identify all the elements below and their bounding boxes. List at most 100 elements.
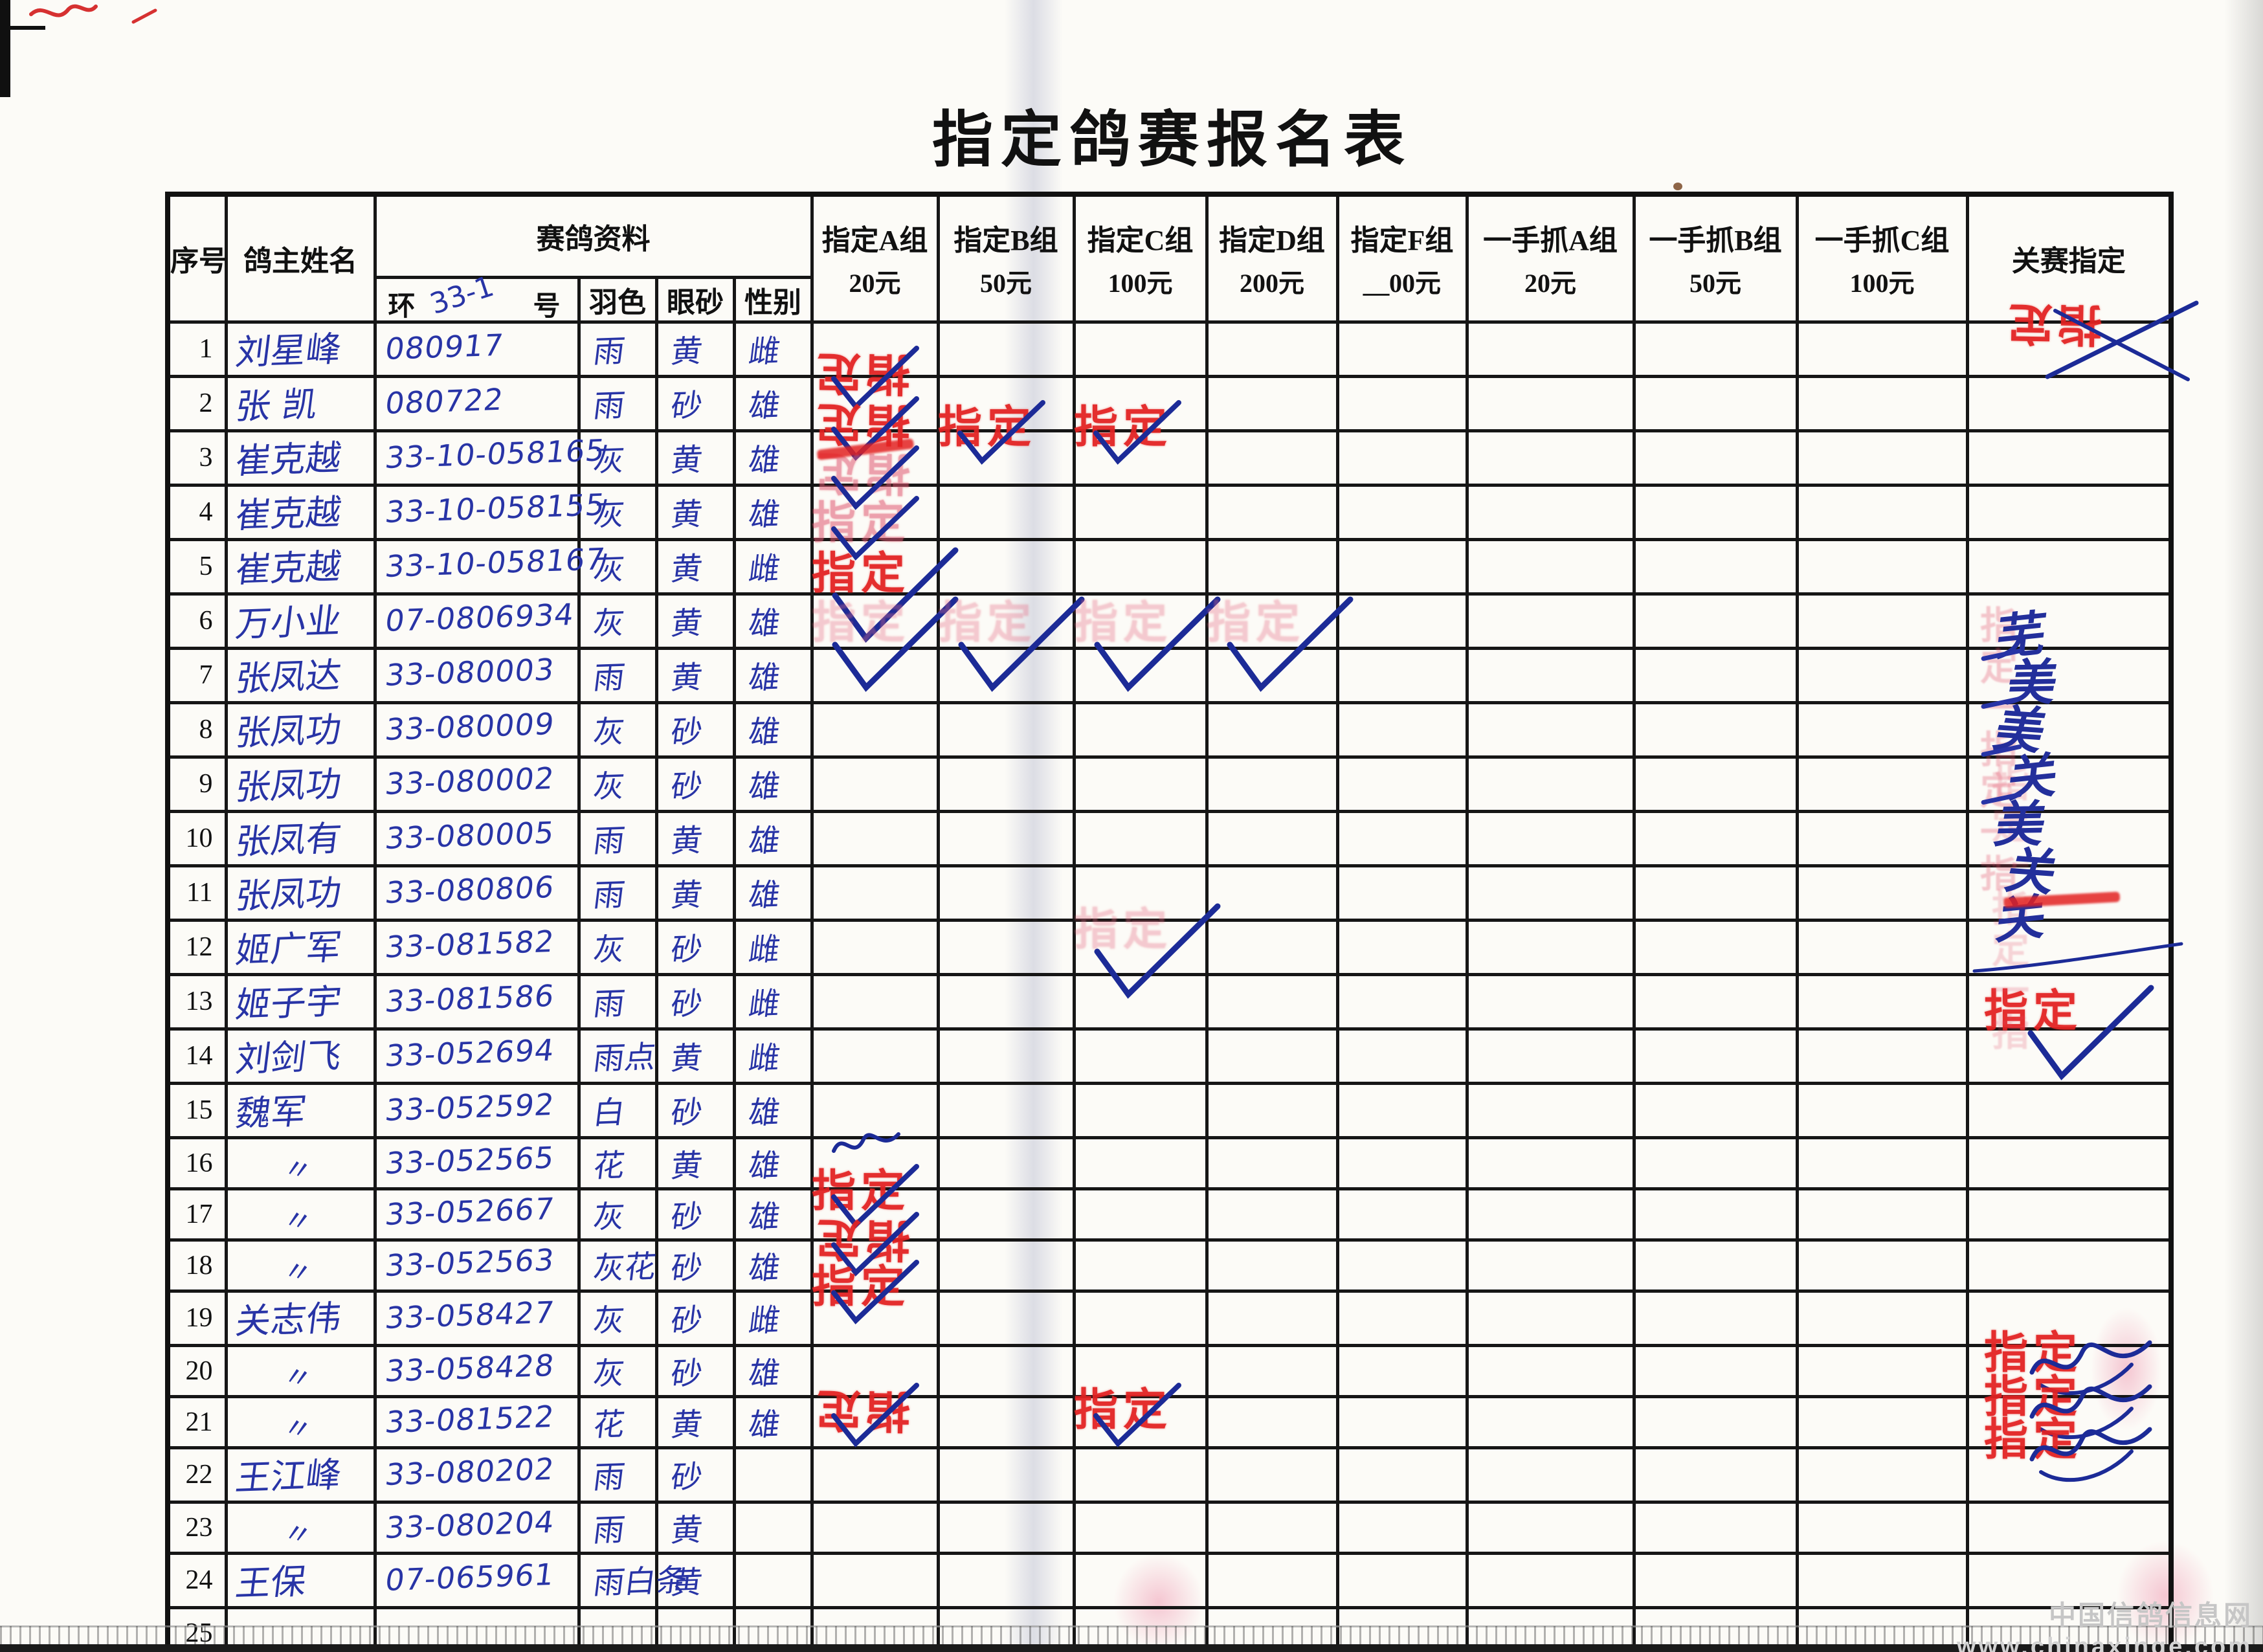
feather-cell: 灰	[577, 483, 658, 541]
sex-cell: 雄	[732, 646, 814, 704]
empty-cell	[810, 1500, 940, 1555]
empty-cell	[936, 429, 1076, 487]
ring-number-cell: 33-10-058155	[373, 483, 607, 541]
handwritten-entry: 黄	[668, 605, 704, 643]
eye-cell: 黄	[654, 429, 736, 487]
empty-cell	[1335, 755, 1469, 813]
table-row: 23 〃 33-080204 雨 黄	[166, 1500, 2173, 1555]
table-row: 17 〃 33-052667 灰 砂 雄	[166, 1187, 2173, 1242]
handwritten-entry: 雨	[590, 876, 627, 915]
handwritten-entry: 雄	[746, 822, 782, 860]
empty-cell	[1632, 809, 1799, 867]
empty-cell	[1072, 537, 1209, 596]
empty-cell	[936, 1446, 1076, 1504]
table-row: 14 刘剑飞 33-052694 雨点黄 雌	[166, 1027, 2173, 1085]
handwritten-entry: 黄	[668, 876, 704, 915]
table-row: 3 崔克越 33-10-058165 灰 黄 雄	[166, 429, 2173, 487]
empty-cell	[1205, 809, 1339, 867]
empty-cell	[1465, 1343, 1636, 1398]
handwritten-entry: 33-080009	[383, 706, 557, 747]
sex-cell: 雄	[732, 1081, 814, 1139]
empty-cell	[1632, 1289, 1799, 1347]
empty-cell	[1205, 1238, 1339, 1293]
col-header-feather: 羽色	[577, 275, 658, 324]
table-row: 16 〃 33-052565 花 黄 雄	[166, 1135, 2173, 1190]
watermark-site-name: 中国信鸽信息网	[2048, 1600, 2253, 1631]
handwritten-entry: 姬子宇	[232, 980, 344, 1025]
handwritten-entry: 灰	[590, 931, 627, 969]
empty-cell	[1335, 1500, 1469, 1555]
handwritten-entry: 雌	[746, 550, 782, 588]
col-header-pigeon-info: 赛鸽资料	[373, 192, 814, 279]
handwritten-entry: 〃	[279, 1201, 316, 1241]
empty-cell	[936, 320, 1076, 378]
empty-cell	[1965, 755, 2173, 813]
handwritten-entry: 黄	[668, 496, 704, 534]
ring-number-cell: 33-058428	[373, 1343, 581, 1398]
eye-cell: 砂	[654, 918, 736, 976]
handwritten-entry: 雨	[590, 1458, 627, 1497]
owner-name-cell: 万小业	[224, 592, 377, 650]
empty-cell	[1072, 646, 1209, 704]
eye-cell: 砂	[654, 755, 736, 813]
serial-cell: 20	[166, 1343, 228, 1398]
ring-number-cell: 33-080002	[373, 755, 581, 813]
empty-cell	[1965, 809, 2173, 867]
empty-cell	[1965, 1081, 2173, 1139]
empty-cell	[1632, 700, 1799, 759]
empty-cell	[1205, 972, 1339, 1031]
handwritten-entry: 33-080003	[383, 651, 557, 693]
empty-cell	[1335, 374, 1469, 432]
eye-cell: 黄	[654, 592, 736, 650]
handwritten-entry: 33-10-058155	[383, 487, 607, 530]
empty-cell	[936, 809, 1076, 867]
fee-price-label: 200元	[1240, 269, 1304, 298]
empty-cell	[1072, 1551, 1209, 1609]
empty-cell	[936, 1500, 1076, 1555]
empty-cell	[810, 646, 940, 704]
feather-cell: 灰	[577, 700, 658, 759]
eye-cell: 黄	[654, 864, 736, 922]
registration-table: 序号 鸽主姓名 赛鸽资料 指定A组 20元 指定B组 50元 指定C组 100元…	[165, 192, 2174, 1652]
ring-number-cell: 33-080005	[373, 809, 581, 867]
feather-cell: 雨	[577, 1500, 658, 1555]
handwritten-entry: 雌	[746, 931, 782, 969]
eye-cell: 黄	[654, 537, 736, 596]
empty-cell	[1335, 1027, 1469, 1085]
serial-cell: 21	[166, 1394, 228, 1449]
empty-cell	[810, 1446, 940, 1504]
handwritten-entry: 黄	[668, 333, 704, 371]
empty-cell	[1632, 1238, 1799, 1293]
handwritten-entry: 王江峰	[232, 1453, 344, 1499]
empty-cell	[1072, 429, 1209, 487]
empty-cell	[1205, 918, 1339, 976]
handwritten-entry: 33-10-058165	[383, 432, 607, 475]
empty-cell	[1335, 537, 1469, 596]
empty-cell	[1205, 592, 1339, 650]
empty-cell	[1072, 320, 1209, 378]
sex-cell: 雄	[732, 429, 814, 487]
feather-cell: 灰	[577, 1289, 658, 1347]
empty-cell	[1072, 972, 1209, 1031]
empty-cell	[1465, 483, 1636, 541]
empty-cell	[936, 1343, 1076, 1398]
table-row: 22 王江峰 33-080202 雨 砂	[166, 1446, 2173, 1504]
eye-cell: 砂	[654, 1187, 736, 1242]
serial-cell: 5	[166, 537, 228, 596]
scan-bottom-line	[0, 1625, 2263, 1627]
table-row: 8 张凤功 33-080009 灰 砂 雄	[166, 700, 2173, 759]
empty-cell	[1465, 429, 1636, 487]
empty-cell	[936, 483, 1076, 541]
table-row: 4 崔克越 33-10-058155 灰 黄 雄	[166, 483, 2173, 541]
empty-cell	[1465, 1187, 1636, 1242]
handwritten-entry: 砂	[668, 1198, 704, 1236]
empty-cell	[1335, 592, 1469, 650]
empty-cell	[1965, 972, 2173, 1031]
empty-cell	[1965, 1500, 2173, 1555]
empty-cell	[1205, 374, 1339, 432]
ring-number-cell: 080722	[373, 374, 581, 432]
ring-number-cell: 33-081586	[373, 972, 581, 1031]
table-row: 18 〃 33-052563 灰花砂 雄	[166, 1238, 2173, 1293]
empty-cell	[1795, 429, 1969, 487]
empty-cell	[1632, 1187, 1799, 1242]
